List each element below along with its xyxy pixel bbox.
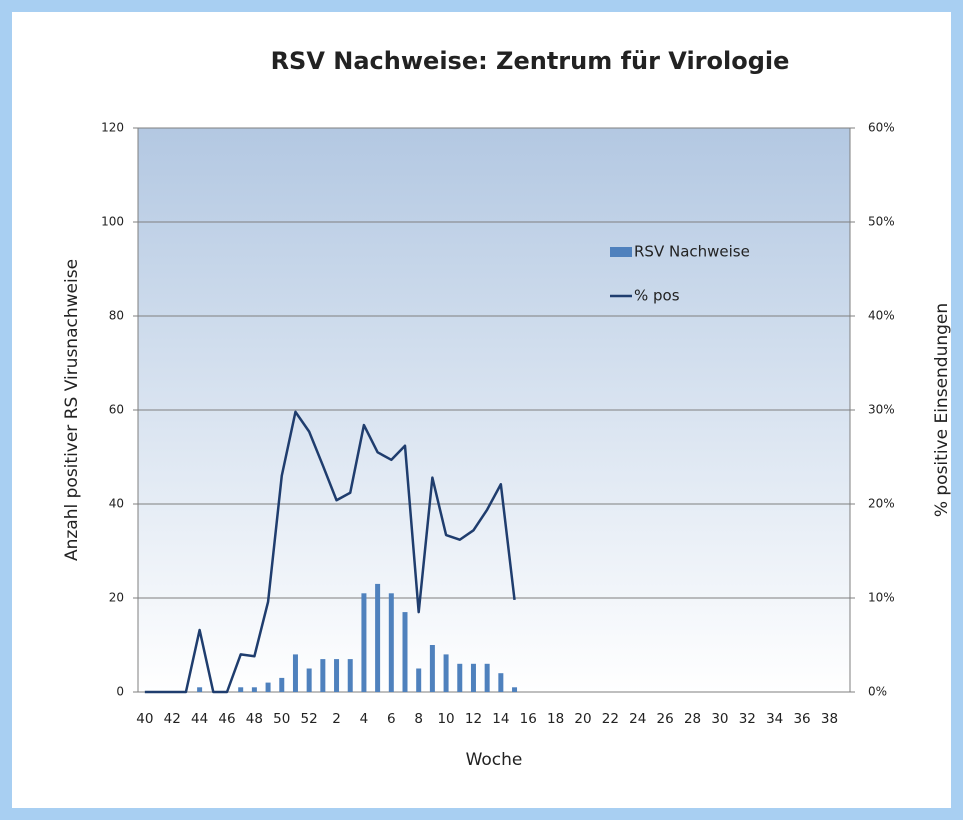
bar xyxy=(347,659,353,692)
x-tick-label: 18 xyxy=(547,711,564,727)
y-tick-label: 40 xyxy=(109,497,124,511)
bar xyxy=(470,663,476,692)
x-tick-label: 12 xyxy=(465,711,482,727)
y2-tick-label: 10% xyxy=(868,591,895,605)
bar xyxy=(197,687,203,692)
bar xyxy=(443,654,449,692)
bar xyxy=(375,583,381,692)
x-tick-label: 52 xyxy=(301,711,318,727)
y-tick-label: 120 xyxy=(101,121,124,135)
x-tick-label: 40 xyxy=(136,711,153,727)
x-tick-label: 4 xyxy=(360,711,369,727)
bar xyxy=(361,593,367,692)
x-tick-label: 20 xyxy=(574,711,591,727)
y-tick-label: 80 xyxy=(109,309,124,323)
bar xyxy=(498,673,504,692)
y-tick-label: 20 xyxy=(109,591,124,605)
bar xyxy=(429,645,435,692)
y-tick-label: 0 xyxy=(116,685,124,699)
x-tick-label: 26 xyxy=(657,711,674,727)
x-tick-label: 8 xyxy=(414,711,423,727)
bar xyxy=(320,659,326,692)
x-tick-label: 32 xyxy=(739,711,756,727)
y2-tick-label: 40% xyxy=(868,309,895,323)
bar xyxy=(251,687,257,692)
x-tick-label: 34 xyxy=(766,711,783,727)
chart-title: RSV Nachweise: Zentrum für Virologie xyxy=(271,47,790,75)
x-tick-label: 36 xyxy=(793,711,810,727)
x-tick-label: 38 xyxy=(821,711,838,727)
y-tick-label: 60 xyxy=(109,403,124,417)
x-tick-label: 28 xyxy=(684,711,701,727)
bar xyxy=(388,593,394,692)
x-tick-label: 48 xyxy=(246,711,263,727)
x-axis-title: Woche xyxy=(466,750,523,770)
x-tick-label: 42 xyxy=(164,711,181,727)
x-tick-label: 6 xyxy=(387,711,396,727)
bar xyxy=(416,668,422,692)
x-tick-label: 24 xyxy=(629,711,646,727)
y2-tick-label: 30% xyxy=(868,403,895,417)
bar xyxy=(512,687,518,692)
y2-axis-title: % positive Einsendungen xyxy=(932,303,952,517)
x-tick-label: 10 xyxy=(437,711,454,727)
bar xyxy=(292,654,298,692)
y-tick-label: 100 xyxy=(101,215,124,229)
bar xyxy=(306,668,312,692)
x-tick-label: 30 xyxy=(711,711,728,727)
x-tick-label: 14 xyxy=(492,711,509,727)
x-tick-label: 50 xyxy=(273,711,290,727)
y2-tick-label: 0% xyxy=(868,685,887,699)
y2-tick-label: 20% xyxy=(868,497,895,511)
legend-label: % pos xyxy=(634,287,680,305)
bar xyxy=(484,663,490,692)
x-tick-label: 46 xyxy=(218,711,235,727)
y2-tick-label: 50% xyxy=(868,215,895,229)
x-tick-label: 22 xyxy=(602,711,619,727)
x-tick-label: 2 xyxy=(332,711,341,727)
bar xyxy=(238,687,244,692)
bar xyxy=(457,663,463,692)
bar xyxy=(402,612,408,692)
y2-tick-label: 60% xyxy=(868,121,895,135)
legend-label: RSV Nachweise xyxy=(634,243,750,261)
bar xyxy=(265,682,271,692)
bar xyxy=(279,677,285,692)
x-tick-label: 44 xyxy=(191,711,208,727)
y-axis-title: Anzahl positiver RS Virusnachweise xyxy=(62,259,82,561)
x-tick-label: 16 xyxy=(520,711,537,727)
legend-swatch xyxy=(610,247,632,257)
line xyxy=(144,410,516,694)
bar xyxy=(334,659,340,692)
